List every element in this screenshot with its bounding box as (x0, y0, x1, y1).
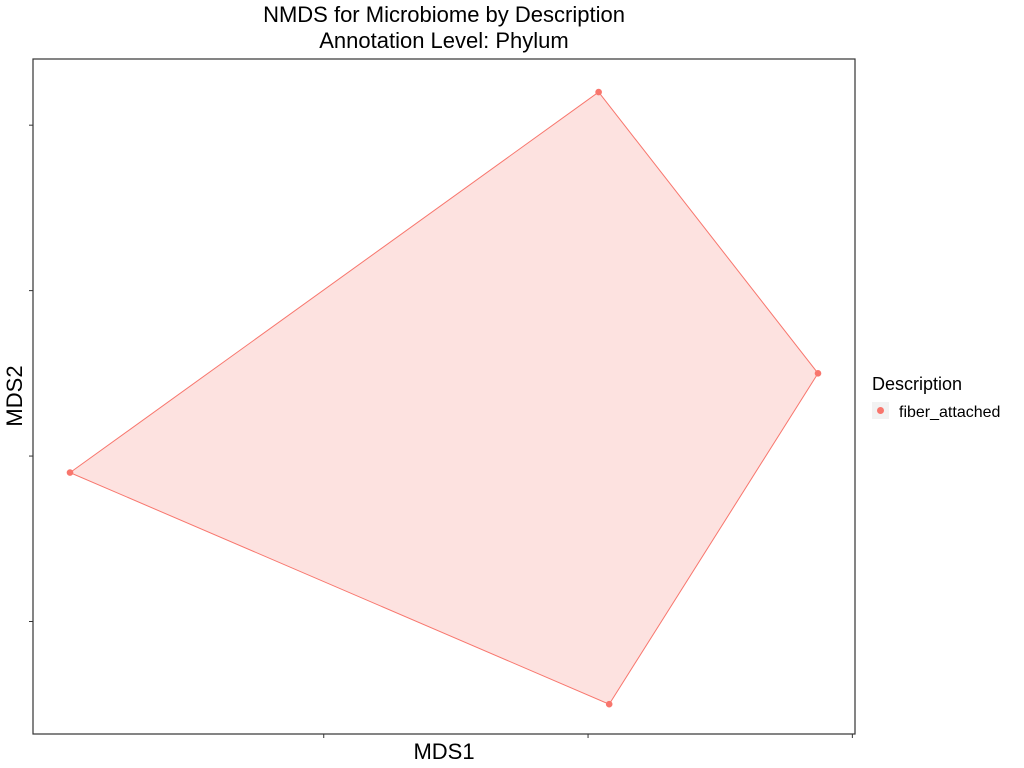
chart-subtitle: Annotation Level: Phylum (319, 28, 569, 53)
legend-title: Description (872, 374, 962, 394)
points-layer (66, 88, 822, 708)
axis-ticks (29, 124, 853, 738)
data-point-0-1 (595, 88, 602, 96)
data-point-0-2 (814, 370, 822, 377)
legend: Description fiber_attached (872, 374, 1000, 421)
data-point-0-3 (605, 700, 613, 708)
legend-label-fiber-attached: fiber_attached (899, 404, 1000, 421)
chart-title: NMDS for Microbiome by Description (263, 2, 625, 27)
data-point-0-0 (66, 469, 74, 476)
x-axis-label: MDS1 (413, 739, 474, 764)
legend-key-fiber-attached (877, 407, 884, 414)
y-axis-label: MDS2 (2, 365, 27, 426)
